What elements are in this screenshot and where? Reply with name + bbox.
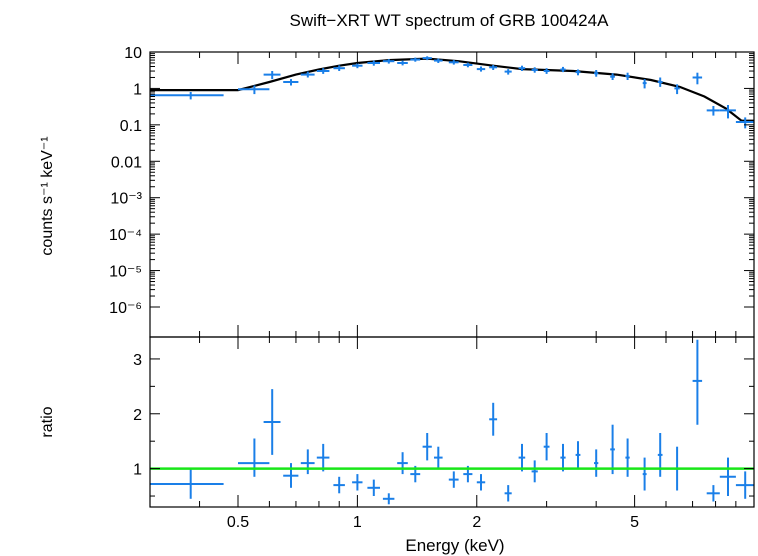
spectrum-point bbox=[706, 106, 720, 116]
x-axis: 0.5 1 2 5 bbox=[149, 52, 755, 531]
ratio-point bbox=[625, 438, 630, 477]
ratio-point bbox=[283, 463, 299, 488]
spectrum-point bbox=[504, 69, 512, 75]
ratio-y-tick-label: 1 bbox=[133, 462, 142, 479]
spectrum-point bbox=[489, 65, 498, 70]
ratio-point bbox=[238, 438, 270, 477]
ratio-point bbox=[560, 443, 566, 472]
model-curve bbox=[150, 57, 754, 122]
spectrum-point bbox=[367, 60, 380, 66]
spectrum-point bbox=[263, 71, 281, 80]
ratio-point bbox=[422, 433, 432, 461]
spectrum-point bbox=[642, 79, 647, 89]
x-tick-label: 0.5 bbox=[227, 514, 249, 531]
ratio-point bbox=[575, 441, 581, 469]
spectrum-point bbox=[543, 68, 550, 74]
spectrum-panel: 10 1 0.1 0.01 10⁻³ 10⁻⁴ 10⁻⁵ 10⁻⁶ counts s⁻¹ ke… bbox=[39, 45, 755, 338]
spectrum-point bbox=[735, 117, 754, 129]
spectrum-y-axis: 10 1 0.1 0.01 10⁻³ 10⁻⁴ 10⁻⁵ 10⁻⁶ bbox=[109, 45, 754, 317]
spectrum-point bbox=[316, 68, 330, 74]
ratio-point bbox=[706, 485, 720, 502]
spectrum-point bbox=[610, 73, 615, 80]
spectrum-point bbox=[531, 67, 538, 73]
ratio-point bbox=[367, 479, 380, 496]
ratio-panel: 1 2 3 ratio bbox=[39, 336, 755, 508]
ratio-y-tick-label: 2 bbox=[133, 407, 142, 424]
spectrum-point bbox=[382, 59, 395, 64]
ratio-point bbox=[397, 452, 408, 475]
ratio-y-axis-label: ratio bbox=[39, 406, 56, 437]
ratio-point bbox=[719, 457, 736, 496]
x-tick-label: 1 bbox=[353, 514, 362, 531]
spectrum-point bbox=[657, 77, 663, 87]
spectrum-y-tick-label: 10⁻³ bbox=[110, 191, 142, 208]
x-axis-label: Energy (keV) bbox=[405, 536, 504, 555]
spectrum-point bbox=[476, 66, 486, 72]
spectrum-point bbox=[448, 60, 459, 65]
ratio-point bbox=[692, 339, 703, 425]
ratio-point bbox=[333, 476, 345, 494]
spectrum-point bbox=[692, 72, 703, 85]
ratio-point bbox=[735, 471, 754, 499]
ratio-point bbox=[434, 446, 443, 469]
spectrum-data-group bbox=[150, 56, 754, 129]
spectrum-point bbox=[594, 70, 599, 77]
x-tick-label: 2 bbox=[472, 514, 481, 531]
ratio-point bbox=[543, 433, 550, 461]
spectrum-y-tick-label: 0.1 bbox=[120, 118, 142, 135]
ratio-point bbox=[382, 493, 395, 505]
spectrum-y-tick-label: 10 bbox=[124, 45, 142, 62]
ratio-point bbox=[518, 443, 526, 472]
ratio-point bbox=[263, 389, 281, 455]
ratio-point bbox=[316, 443, 330, 472]
spectrum-point bbox=[518, 65, 526, 71]
ratio-point bbox=[594, 449, 599, 477]
spectrum-point bbox=[422, 56, 432, 61]
ratio-panel-frame bbox=[149, 336, 755, 508]
spectrum-point bbox=[150, 92, 224, 100]
spectrum-y-tick-label: 1 bbox=[133, 81, 142, 98]
ratio-point bbox=[642, 457, 647, 491]
ratio-point bbox=[504, 485, 512, 502]
ratio-y-tick-label: 3 bbox=[133, 352, 142, 369]
ratio-point bbox=[150, 468, 224, 499]
ratio-point bbox=[657, 433, 663, 477]
spectrum-point bbox=[625, 72, 630, 80]
spectrum-point bbox=[333, 65, 345, 71]
model-curve-group bbox=[150, 57, 754, 122]
chart-title: Swift−XRT WT spectrum of GRB 100424A bbox=[290, 11, 610, 30]
spectrum-point bbox=[560, 66, 566, 73]
spectrum-point bbox=[463, 62, 473, 68]
spectrum-y-tick-label: 10⁻⁴ bbox=[109, 227, 142, 244]
x-tick-label: 5 bbox=[630, 514, 639, 531]
spectrum-point bbox=[300, 71, 315, 78]
ratio-point bbox=[476, 474, 486, 491]
spectrum-y-tick-label: 10⁻⁵ bbox=[109, 264, 142, 281]
spectrum-y-tick-label: 10⁻⁶ bbox=[109, 300, 142, 317]
spectrum-point bbox=[719, 105, 736, 119]
ratio-point bbox=[300, 449, 315, 475]
spectrum-panel-frame bbox=[149, 51, 755, 338]
spectrum-point bbox=[283, 79, 299, 86]
spectrum-y-axis-label: counts s⁻¹ keV⁻¹ bbox=[39, 136, 56, 255]
spectrum-point bbox=[575, 69, 581, 76]
spectrum-point bbox=[434, 58, 443, 63]
spectrum-point bbox=[410, 57, 421, 62]
ratio-data-group bbox=[150, 339, 754, 505]
ratio-point bbox=[489, 402, 498, 436]
ratio-y-axis: 1 2 3 bbox=[133, 352, 754, 497]
ratio-point bbox=[448, 471, 459, 488]
spectrum-point bbox=[674, 84, 680, 95]
spectrum-point bbox=[397, 60, 408, 66]
ratio-point bbox=[610, 424, 615, 475]
ratio-point bbox=[352, 474, 363, 491]
ratio-point bbox=[531, 460, 538, 483]
spectrum-point bbox=[238, 85, 270, 95]
spectrum-y-tick-label: 0.01 bbox=[111, 154, 142, 171]
